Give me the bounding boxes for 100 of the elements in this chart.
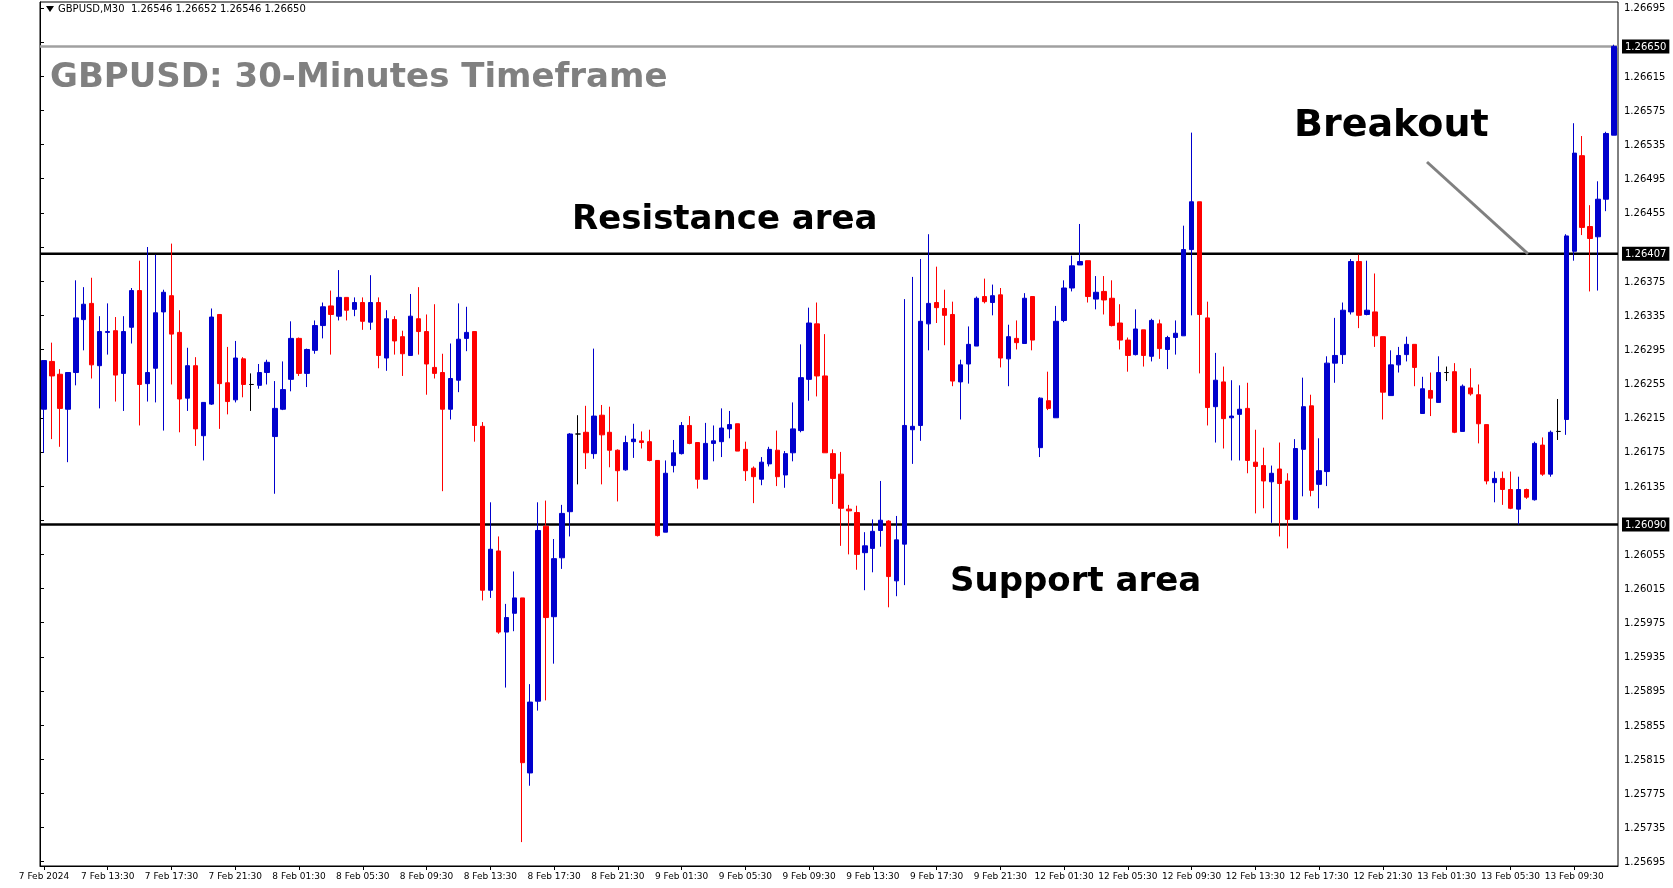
candlestick	[926, 233, 931, 351]
x-tick-label: 12 Feb 13:30	[1225, 870, 1286, 881]
candlestick	[1556, 398, 1561, 441]
candlestick	[464, 306, 469, 352]
annotation: Resistance area	[572, 197, 878, 237]
x-tick-label: 12 Feb 21:30	[1353, 870, 1413, 881]
candlestick	[527, 683, 533, 787]
candlestick	[1229, 379, 1234, 461]
candlestick	[1022, 292, 1027, 344]
candlestick	[1476, 383, 1481, 444]
x-tick-label: 12 Feb 01:30	[1034, 870, 1094, 881]
candlestick	[719, 407, 724, 458]
candlestick	[217, 313, 222, 430]
candlestick	[735, 423, 740, 452]
x-tick-label: 12 Feb 09:30	[1162, 870, 1222, 881]
candlestick	[1532, 441, 1537, 502]
y-tick-label: 1.26135	[1624, 480, 1666, 492]
candlestick	[1356, 254, 1362, 329]
y-tick-label: 1.25695	[1624, 856, 1666, 868]
candlestick	[934, 266, 939, 324]
x-tick-label: 12 Feb 05:30	[1098, 870, 1158, 881]
candlestick	[1093, 275, 1099, 310]
candlestick	[264, 359, 270, 385]
candlestick	[1468, 367, 1473, 397]
candlestick	[599, 404, 605, 485]
candlestick	[1053, 305, 1059, 419]
candlestick	[1340, 302, 1346, 365]
candlestick	[607, 406, 612, 468]
candlestick	[1277, 442, 1282, 537]
y-tick-label: 1.25975	[1624, 617, 1666, 629]
candlestick	[942, 289, 947, 346]
candlestick	[49, 342, 55, 440]
candlestick	[767, 446, 772, 467]
candlestick	[1500, 471, 1505, 506]
candlestick	[687, 415, 692, 445]
candlestick	[480, 421, 485, 601]
candlestick	[1309, 394, 1314, 497]
candlestick	[1293, 438, 1298, 520]
y-tick-label: 1.26055	[1624, 548, 1666, 560]
candlestick	[759, 456, 764, 486]
candlestick	[344, 296, 349, 321]
candlestick	[440, 353, 445, 492]
candlestick	[392, 315, 397, 356]
candlestick	[894, 515, 899, 597]
x-tick-label: 8 Feb 09:30	[399, 870, 454, 881]
candlestick	[1564, 233, 1569, 436]
candlestick	[990, 284, 995, 316]
candlestick	[1141, 329, 1146, 368]
candlestick	[137, 260, 142, 426]
candlestick	[1157, 319, 1162, 360]
candlestick	[105, 302, 110, 356]
candlestick	[1197, 201, 1202, 374]
x-tick-label: 9 Feb 01:30	[654, 870, 709, 881]
y-tick-label: 1.26255	[1624, 378, 1666, 390]
candlestick	[806, 307, 812, 402]
candlestick	[1261, 447, 1266, 509]
candlestick	[185, 347, 190, 412]
candlestick	[631, 423, 636, 459]
candlestick	[1030, 296, 1035, 351]
candlestick	[1253, 429, 1258, 514]
candlestick	[1372, 272, 1378, 348]
candlestick	[1046, 371, 1051, 411]
candlestick	[790, 401, 796, 462]
candlestick	[958, 359, 963, 420]
candlestick	[1324, 355, 1330, 487]
candlestick	[846, 504, 852, 555]
candlestick	[1460, 383, 1465, 432]
y-tick-label: 1.26375	[1624, 275, 1666, 287]
candlestick	[822, 333, 828, 454]
candlestick	[121, 315, 126, 412]
candlestick	[488, 501, 493, 599]
candlestick	[73, 279, 79, 386]
candlestick	[1572, 122, 1577, 262]
candlestick	[583, 405, 589, 470]
y-tick-label: 1.25735	[1624, 822, 1666, 834]
candlestick	[472, 331, 477, 443]
candlestick	[783, 450, 788, 489]
candlestick	[591, 348, 597, 460]
candlestick	[233, 340, 238, 403]
y-tick-label: 1.26695	[1624, 2, 1666, 14]
candlestick	[974, 296, 979, 347]
candlestick	[1221, 366, 1226, 450]
candlestick	[400, 330, 405, 377]
candlestick	[950, 301, 955, 387]
candlestick	[1125, 337, 1131, 373]
candlestick	[918, 258, 923, 442]
candlestick	[512, 570, 517, 632]
candlestick	[1492, 471, 1497, 503]
candlestick	[520, 597, 525, 843]
candlestick	[1014, 319, 1019, 350]
candlestick	[416, 286, 421, 356]
candlestick	[1205, 301, 1210, 426]
candlestick	[312, 319, 318, 355]
candlestick	[1285, 472, 1290, 549]
candlestick	[1388, 349, 1394, 397]
candlestick	[1508, 471, 1513, 510]
candlestick	[456, 302, 461, 393]
candlestick	[551, 538, 557, 665]
candlestick	[878, 480, 883, 548]
y-tick-label: 1.26615	[1624, 70, 1666, 82]
